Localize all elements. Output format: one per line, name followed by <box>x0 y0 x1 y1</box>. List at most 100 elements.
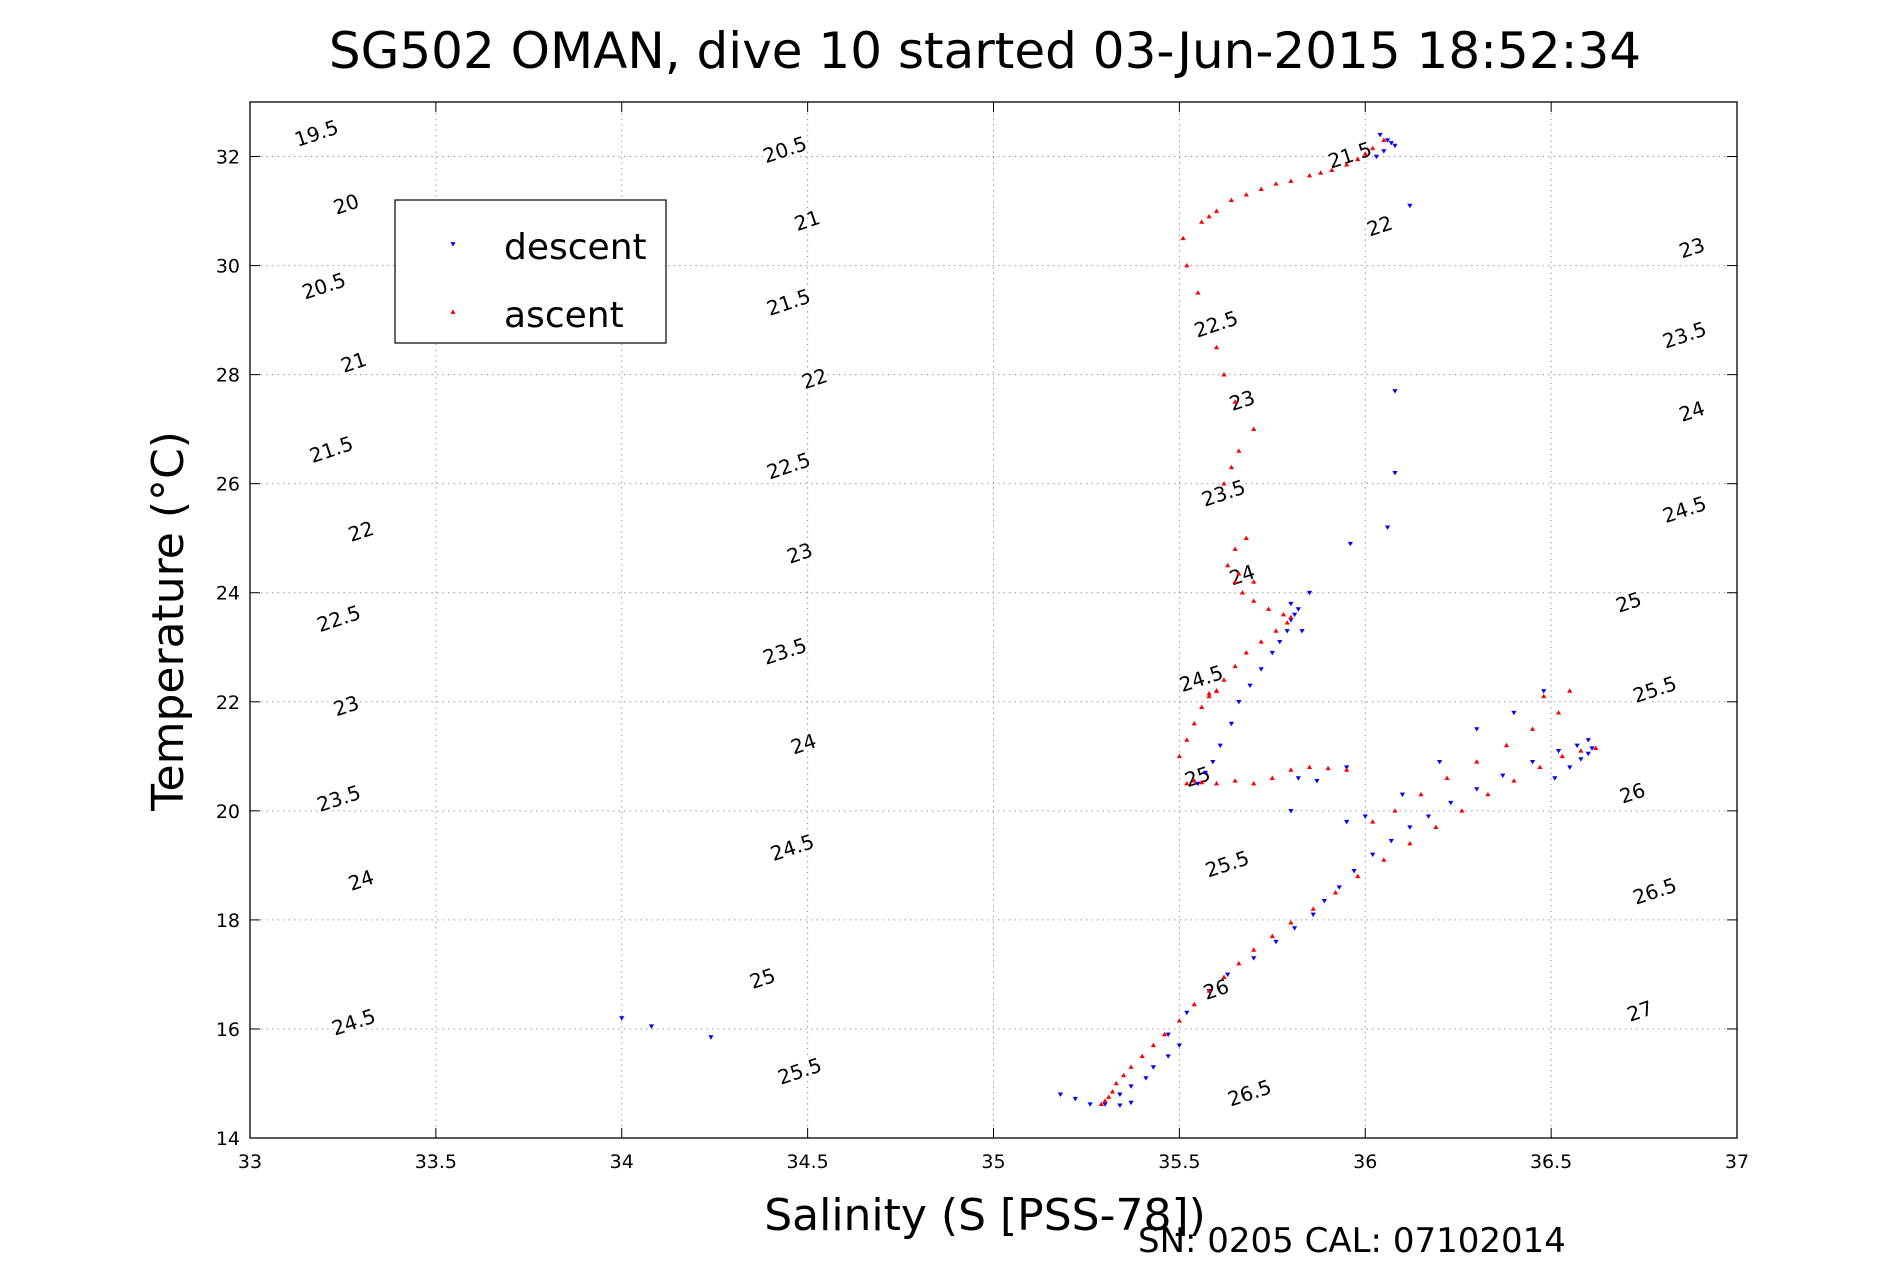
point-ascent <box>1191 721 1197 726</box>
point-descent <box>1500 773 1506 778</box>
point-ascent <box>1232 663 1238 669</box>
serial-calibration-note: SN: 0205 CAL: 07102014 <box>1138 1221 1566 1261</box>
point-descent <box>1295 607 1301 612</box>
point-ascent <box>1355 156 1361 162</box>
y-axis-label: Temperature (°C) <box>143 431 194 812</box>
point-ascent <box>1258 186 1264 192</box>
point-descent <box>1117 1103 1123 1108</box>
point-descent <box>1236 699 1242 705</box>
point-ascent <box>1221 372 1227 377</box>
x-axis-ticks: 33 33.5 34 34.5 35 35.5 36 36.5 37 <box>238 102 1749 1173</box>
point-ascent <box>1232 778 1238 783</box>
x-tick-label: 33 <box>238 1151 262 1173</box>
point-descent <box>1102 1102 1108 1107</box>
point-descent <box>1306 590 1313 596</box>
point-descent <box>1474 787 1480 792</box>
point-ascent <box>1113 1080 1119 1086</box>
point-descent <box>1336 885 1342 890</box>
point-descent <box>1585 738 1591 743</box>
point-descent <box>1128 1100 1134 1106</box>
point-ascent <box>1273 181 1279 186</box>
y-tick-label: 20 <box>216 801 240 823</box>
point-descent <box>1585 751 1591 757</box>
point-descent <box>1195 781 1201 787</box>
y-tick-label: 26 <box>216 474 240 496</box>
point-ascent <box>1306 173 1313 178</box>
legend-box <box>394 199 667 344</box>
point-descent <box>1284 629 1290 634</box>
point-descent <box>1437 759 1443 765</box>
point-descent <box>1392 389 1398 394</box>
y-tick-label: 32 <box>216 147 240 169</box>
point-ascent <box>1228 197 1235 202</box>
point-descent <box>1529 759 1536 765</box>
point-ascent <box>1329 167 1335 172</box>
point-ascent <box>1541 693 1547 699</box>
point-descent <box>1388 839 1394 844</box>
point-descent <box>1373 154 1380 160</box>
point-ascent <box>1511 778 1517 783</box>
point-descent <box>1150 1065 1156 1070</box>
point-ascent <box>1288 178 1294 183</box>
point-descent <box>1384 525 1391 530</box>
point-ascent <box>1273 628 1279 633</box>
point-ascent <box>1243 650 1249 655</box>
point-ascent <box>1213 688 1220 693</box>
point-descent <box>1370 852 1376 858</box>
x-tick-label: 37 <box>1725 1151 1749 1173</box>
point-descent <box>1292 612 1298 618</box>
point-ascent <box>1221 974 1227 979</box>
point-ascent <box>1280 611 1287 617</box>
point-descent <box>1381 149 1387 154</box>
point-ascent <box>1180 235 1186 241</box>
point-ascent <box>1251 947 1257 952</box>
point-ascent <box>1288 767 1294 772</box>
point-ascent <box>1139 1053 1145 1059</box>
point-ascent <box>1225 562 1231 568</box>
point-ascent <box>1265 606 1272 611</box>
point-descent <box>1399 792 1406 798</box>
point-descent <box>1225 972 1231 978</box>
x-tick-label: 36 <box>1353 1151 1377 1173</box>
point-ascent <box>1206 213 1212 219</box>
point-ascent <box>1191 778 1197 783</box>
point-descent <box>1292 926 1298 931</box>
legend-marker-ascent <box>450 309 456 314</box>
point-ascent <box>1370 145 1376 151</box>
point-ascent <box>1555 710 1562 715</box>
point-descent <box>1288 618 1294 623</box>
point-descent <box>1344 819 1350 825</box>
point-descent <box>1087 1102 1093 1107</box>
point-ascent <box>1344 767 1350 772</box>
point-ascent <box>1199 779 1205 785</box>
point-ascent <box>1176 1018 1182 1023</box>
point-ascent <box>1150 1042 1156 1048</box>
point-ascent <box>1251 780 1257 786</box>
point-ascent <box>1459 808 1465 813</box>
point-ascent <box>1503 742 1510 748</box>
point-ascent <box>1221 677 1227 682</box>
point-descent <box>1555 749 1562 754</box>
point-descent <box>1392 470 1398 476</box>
point-descent <box>1165 1032 1171 1037</box>
point-descent <box>1117 1092 1123 1097</box>
point-ascent <box>1206 988 1212 993</box>
point-ascent <box>1444 775 1450 780</box>
point-descent <box>648 1024 655 1029</box>
point-ascent <box>1251 426 1257 431</box>
point-ascent <box>1243 535 1249 541</box>
point-descent <box>1351 869 1357 874</box>
point-ascent <box>1325 765 1331 771</box>
point-ascent <box>1236 571 1242 576</box>
point-descent <box>708 1035 714 1040</box>
legend-label-descent: descent <box>504 227 647 268</box>
point-ascent <box>1433 824 1439 830</box>
point-ascent <box>1344 162 1350 167</box>
point-ascent <box>1381 137 1387 142</box>
point-ascent <box>1184 262 1190 268</box>
point-descent <box>1474 727 1480 732</box>
point-ascent <box>1310 906 1316 911</box>
point-ascent <box>1318 170 1324 175</box>
point-ascent <box>1407 840 1413 846</box>
